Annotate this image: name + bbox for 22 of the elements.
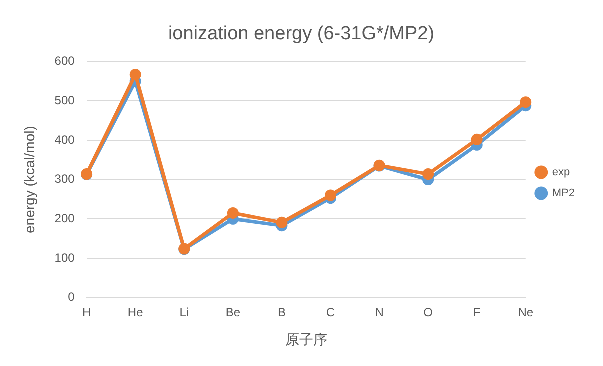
- x-tick-label: Ne: [518, 305, 534, 320]
- y-tick-label: 600: [54, 54, 76, 68]
- x-tick-label: C: [326, 305, 336, 320]
- x-axis-title: 原子序: [285, 331, 328, 348]
- x-tick-label: He: [128, 305, 144, 320]
- y-tick-label: 400: [54, 132, 76, 147]
- x-tick-label: O: [424, 305, 433, 320]
- x-tick-label: B: [278, 305, 286, 320]
- y-tick-label: 500: [54, 93, 76, 108]
- y-tick-label: 200: [54, 211, 76, 226]
- legend-label: exp: [552, 166, 570, 179]
- y-tick-label: 0: [68, 290, 76, 304]
- y-tick-label: 100: [54, 250, 76, 265]
- y-axis-title: energy (kcal/mol): [21, 126, 38, 234]
- legend-label: MP2: [552, 188, 576, 200]
- x-tick-label: F: [473, 305, 481, 320]
- x-tick-label: Li: [180, 305, 190, 320]
- x-tick-label: Be: [226, 305, 241, 320]
- chart-title: ionization energy (6-31G*/MP2): [168, 24, 435, 45]
- x-tick-label: H: [82, 305, 92, 320]
- y-tick-label: 300: [54, 172, 76, 186]
- x-tick-label: N: [375, 305, 384, 320]
